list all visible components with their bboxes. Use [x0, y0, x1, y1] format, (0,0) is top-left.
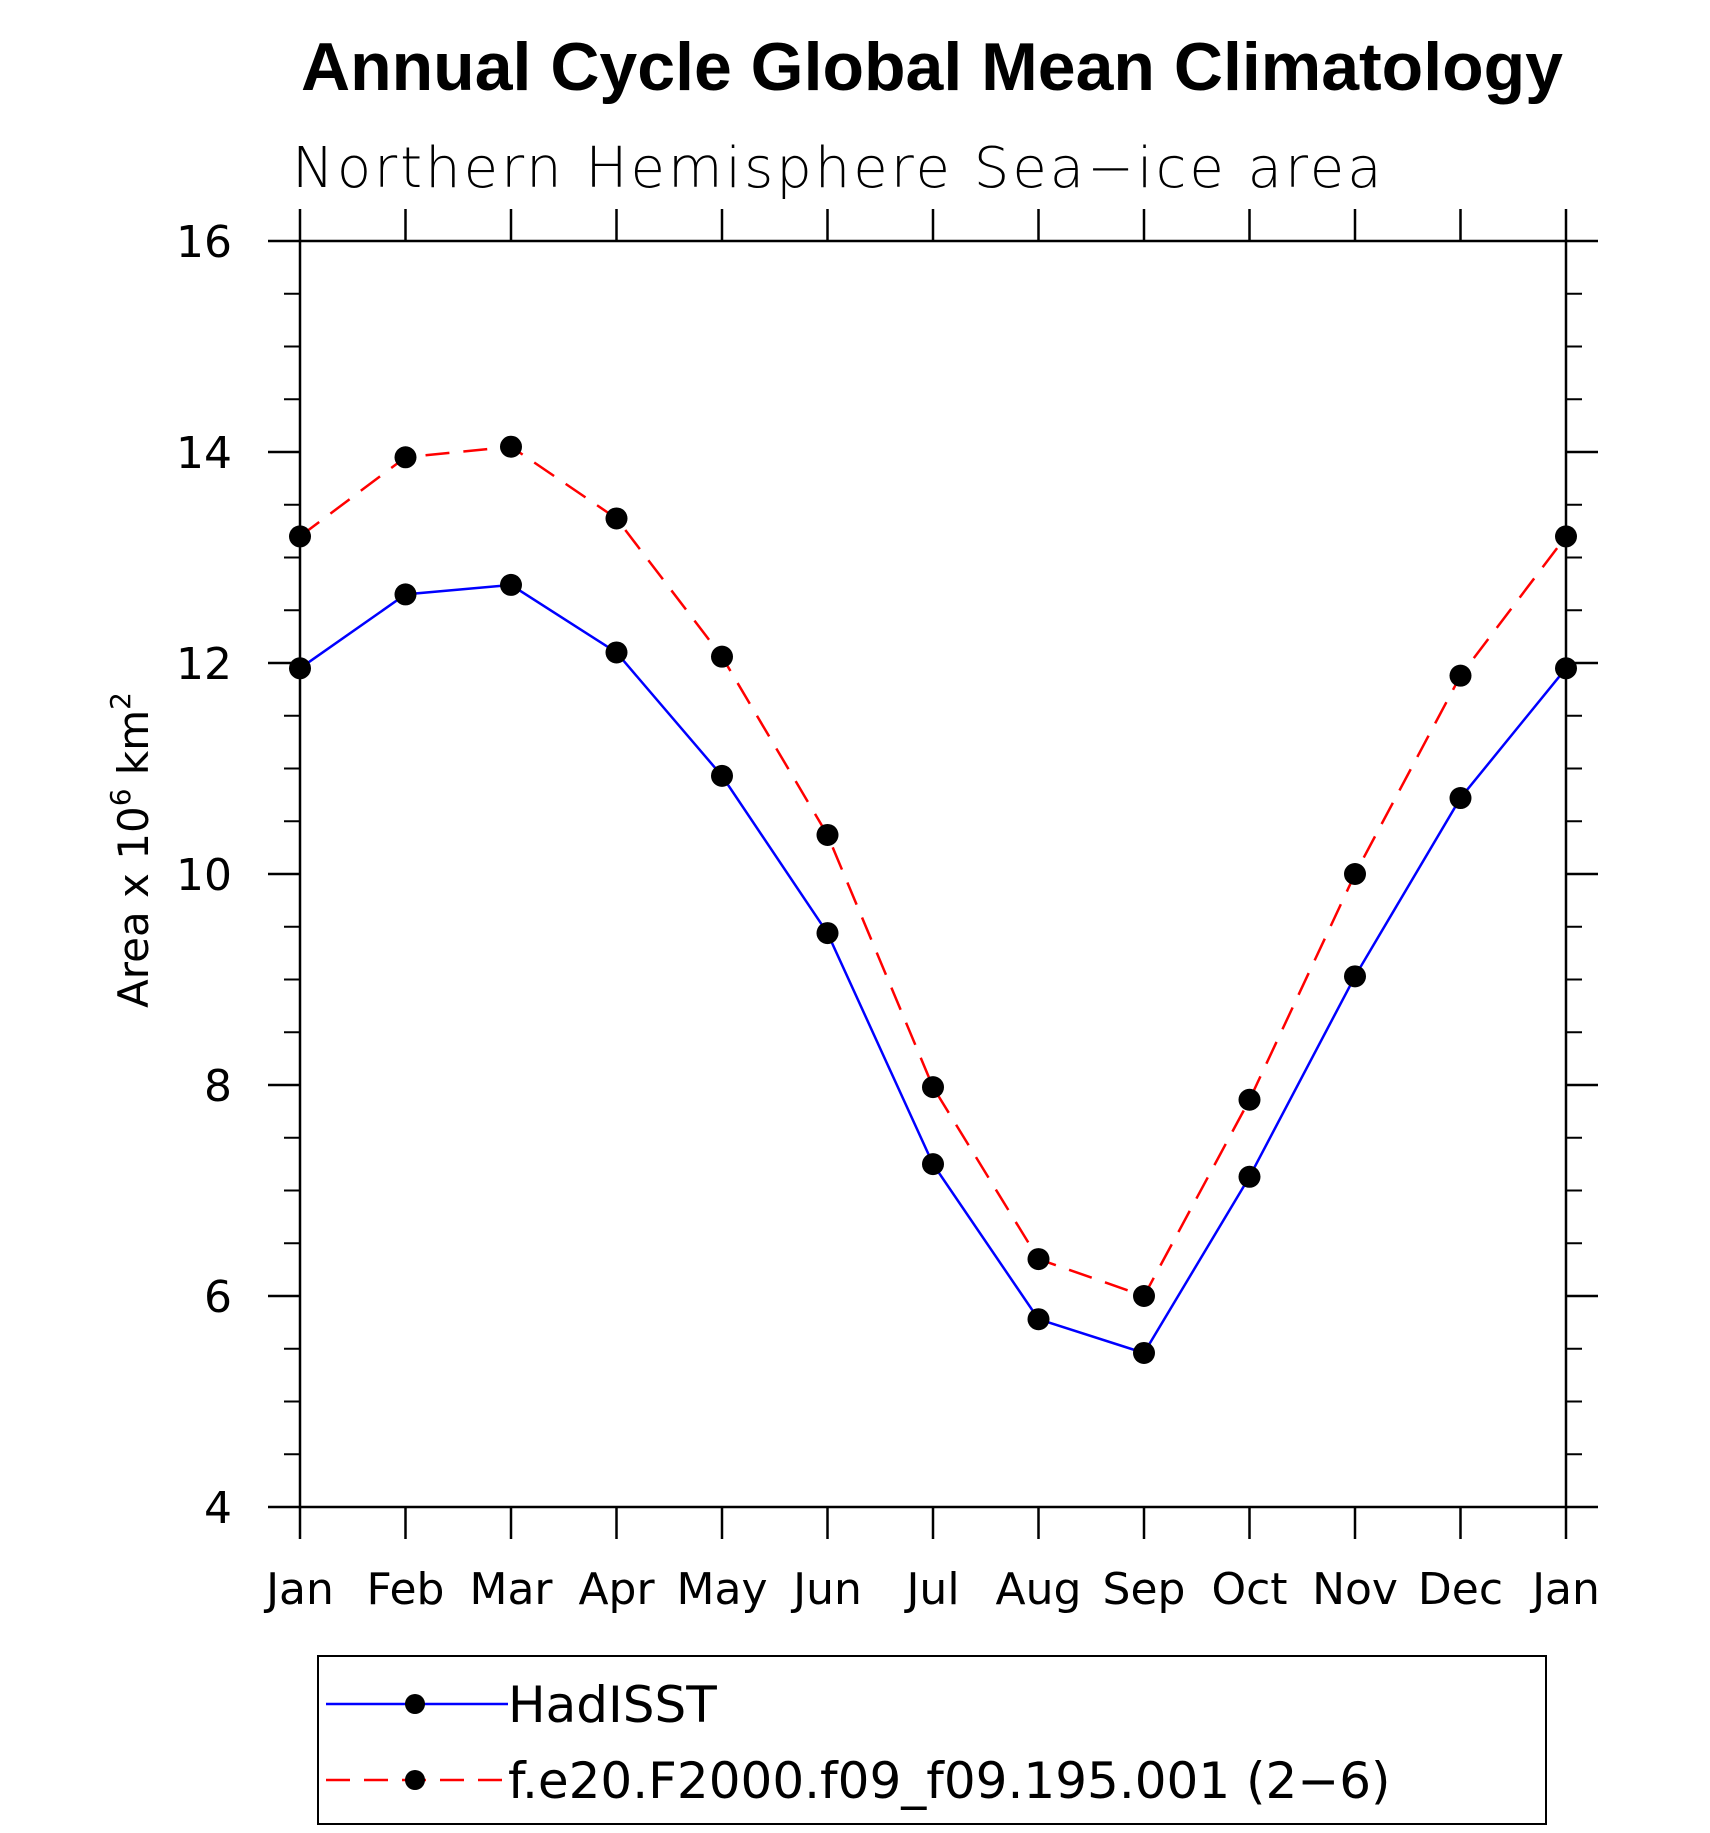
legend-label-model: f.e20.F2000.f09_f09.195.001 (2−6)	[508, 1752, 1391, 1810]
data-point-series-1	[1238, 1088, 1261, 1111]
x-tick-label: Jan	[263, 1564, 334, 1615]
data-point-series-1	[1344, 863, 1366, 885]
x-tick-label: Aug	[996, 1564, 1082, 1615]
legend: HadISST f.e20.F2000.f09_f09.195.001 (2−6…	[317, 1655, 1547, 1825]
y-tick-label: 12	[176, 639, 232, 690]
data-point-series-1	[1449, 664, 1472, 687]
y-tick-labels: 4 6 8 10 12 14 16	[176, 217, 232, 1534]
data-point-series-0	[816, 922, 839, 945]
y-axis-label-exponent-1: 6	[104, 788, 137, 806]
data-point-series-0	[1449, 787, 1472, 810]
chart-subtitle: Northern Hemisphere Sea−ice area	[292, 136, 1385, 201]
data-point-series-0	[1555, 657, 1577, 680]
data-point-series-0	[1344, 965, 1366, 988]
x-tick-label: Apr	[578, 1564, 655, 1615]
x-tick-label: Nov	[1312, 1564, 1398, 1615]
y-tick-label: 4	[204, 1483, 232, 1534]
x-tick-labels: Jan Feb Mar Apr May Jun Jul Aug Sep Oct Nov Dec Jan	[263, 1564, 1600, 1615]
x-tick-label: May	[677, 1564, 768, 1615]
data-point-series-1	[816, 823, 839, 846]
major-ticks	[268, 209, 1598, 1539]
y-axis-label-middle: km	[109, 710, 158, 789]
data-point-series-1	[1027, 1248, 1050, 1271]
y-tick-label: 16	[176, 217, 232, 268]
data-point-series-0	[1238, 1165, 1261, 1188]
data-point-series-0	[605, 641, 628, 664]
legend-marker-hadisst	[405, 1694, 425, 1714]
legend-label-hadisst: HadISST	[508, 1676, 717, 1734]
x-tick-label: Oct	[1211, 1564, 1287, 1615]
data-point-series-0	[289, 657, 311, 680]
data-point-series-0	[1133, 1341, 1155, 1364]
x-tick-label: Jun	[790, 1564, 862, 1615]
data-point-series-0	[711, 764, 733, 787]
x-tick-label: Jan	[1529, 1564, 1600, 1615]
minor-ticks	[284, 292, 1582, 1456]
data-point-series-1	[289, 525, 311, 548]
y-axis-label-prefix: Area x 10	[109, 806, 158, 1008]
y-tick-label: 6	[204, 1272, 232, 1323]
x-tick-label: Feb	[367, 1564, 445, 1615]
data-point-series-1	[394, 446, 417, 469]
data-point-series-1	[711, 645, 733, 668]
y-tick-label: 10	[176, 850, 232, 901]
data-point-series-1	[922, 1076, 944, 1099]
data-point-series-1	[500, 435, 522, 458]
x-tick-label: Sep	[1103, 1564, 1186, 1615]
data-point-series-0	[1027, 1308, 1050, 1331]
x-tick-label: Jul	[903, 1564, 959, 1615]
data-point-series-1	[1555, 525, 1577, 548]
legend-box	[317, 1655, 1547, 1825]
y-tick-label: 14	[176, 428, 232, 479]
data-point-series-0	[500, 573, 522, 596]
data-point-series-1	[1133, 1285, 1155, 1307]
chart-title: Annual Cycle Global Mean Climatology	[301, 29, 1563, 105]
y-tick-label: 8	[204, 1061, 232, 1112]
y-axis-label-exponent-2: 2	[104, 692, 137, 710]
x-tick-label: Mar	[469, 1564, 553, 1615]
x-tick-label: Dec	[1418, 1564, 1503, 1615]
y-axis-label: Area x 106 km2	[104, 692, 158, 1008]
legend-marker-model	[405, 1770, 425, 1790]
data-point-series-0	[394, 583, 417, 606]
data-point-series-1	[605, 507, 628, 530]
series-points	[289, 435, 1577, 1364]
data-point-series-0	[922, 1153, 944, 1176]
